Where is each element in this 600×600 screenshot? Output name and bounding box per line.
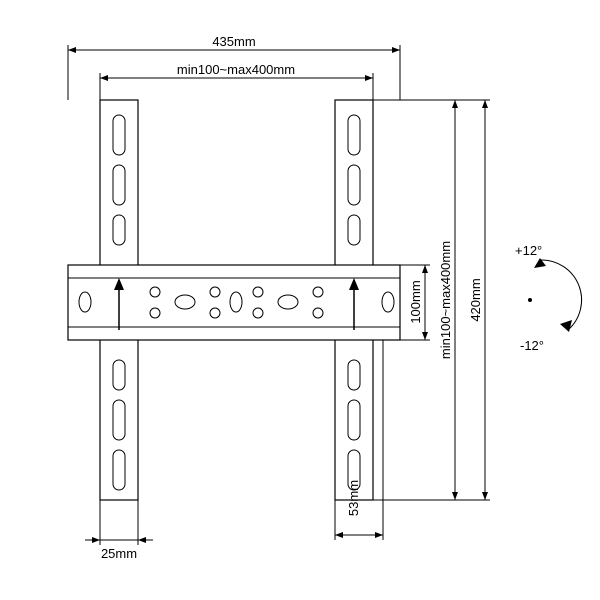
inner-height-label: 100mm [408, 280, 423, 323]
width-label: 435mm [212, 34, 255, 49]
vesa-v-label: min100~max400mm [438, 241, 453, 359]
tilt-up-label: +12° [515, 243, 542, 258]
depth-label: 53mm [346, 480, 361, 516]
height-label: 420mm [468, 278, 483, 321]
tilt-down-label: -12° [520, 338, 544, 353]
arm-width-dim: 25mm [85, 500, 153, 561]
arm-width-label: 25mm [101, 546, 137, 561]
tilt-indicator: +12° -12° [515, 243, 582, 353]
wall-plate [68, 265, 400, 340]
mount-diagram: 435mm min100~max400mm [0, 0, 600, 600]
vesa-h-label: min100~max400mm [177, 62, 295, 77]
